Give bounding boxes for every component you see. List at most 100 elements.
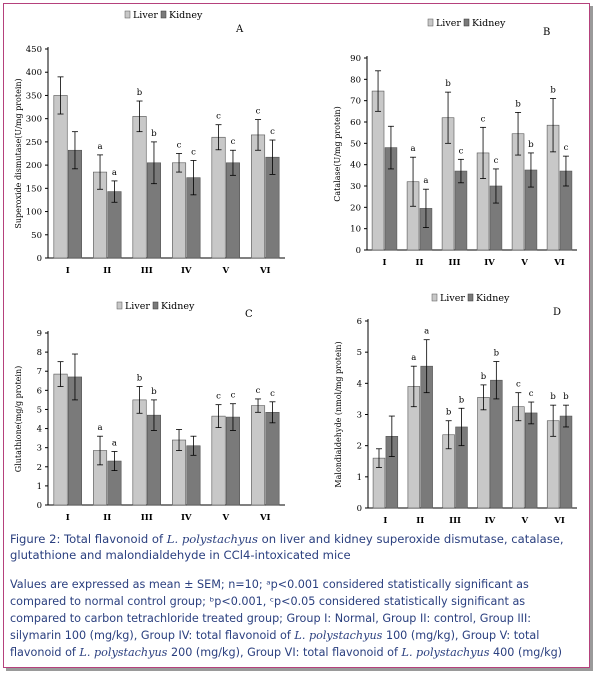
bar-liver <box>53 373 68 506</box>
x-tick-label: II <box>416 516 424 526</box>
y-axis-label: Glutathione(mg/g protein) <box>14 366 23 472</box>
x-tick-label: VI <box>553 258 565 268</box>
note-part4: 400 (mg/kg) <box>489 646 563 659</box>
legend-label-liver: Liver <box>440 293 465 304</box>
y-tick-label: 4 <box>37 425 42 435</box>
significance-label: c <box>216 112 221 122</box>
y-tick-label: 50 <box>31 231 42 241</box>
x-tick-label: I <box>66 266 70 276</box>
legend: Liver Kidney <box>124 10 203 21</box>
legend-label-kidney: Kidney <box>472 18 506 29</box>
bar-liver <box>477 397 490 509</box>
bar-liver <box>512 406 525 509</box>
figure-caption: Figure 2: Total flavonoid of L. polystac… <box>10 531 582 563</box>
y-tick-label: 450 <box>26 45 42 55</box>
note-part1: Values are expressed as mean ± SEM; n=10… <box>10 578 532 642</box>
legend-label-kidney: Kidney <box>161 301 195 312</box>
y-axis-label: Malondialdehyde (nmol/mg protein) <box>334 341 343 487</box>
y-tick-label: 0 <box>357 504 362 514</box>
panel-letter: C <box>245 309 253 320</box>
significance-label: c <box>270 127 275 137</box>
y-tick-label: 60 <box>350 118 361 128</box>
bar-kidney <box>225 162 240 259</box>
y-tick-label: 5 <box>357 348 362 358</box>
significance-label: b <box>550 86 556 96</box>
x-tick-label: VI <box>259 266 271 276</box>
x-tick-label: III <box>141 513 153 523</box>
note-species2: L. polystachyus <box>79 646 168 659</box>
significance-label: b <box>446 408 452 418</box>
significance-label: c <box>564 143 569 153</box>
significance-label: c <box>459 146 464 156</box>
x-tick-label: III <box>449 516 461 526</box>
legend-swatch-kidney <box>160 10 167 19</box>
bar-liver <box>53 95 68 259</box>
x-tick-label: III <box>449 258 461 268</box>
bar-liver <box>132 399 147 506</box>
y-tick-label: 50 <box>350 139 361 149</box>
significance-label: c <box>256 107 261 117</box>
significance-label: c <box>494 156 499 166</box>
caption-prefix: Figure 2: Total flavonoid of <box>10 532 167 546</box>
legend: Liver Kidney <box>116 301 195 312</box>
chart-a: Liver Kidney A 0 50 100 150 200 250 300 350 400 450 S… <box>14 10 285 276</box>
significance-label: a <box>97 142 102 152</box>
significance-label: a <box>424 327 429 337</box>
y-tick-label: 1 <box>357 473 362 483</box>
significance-label: c <box>516 380 521 390</box>
legend-swatch-kidney <box>463 18 470 27</box>
significance-label: c <box>191 147 196 157</box>
significance-label: a <box>112 438 117 448</box>
significance-label: b <box>494 349 500 359</box>
legend-swatch-kidney <box>152 301 159 310</box>
y-tick-label: 8 <box>37 348 42 358</box>
y-tick-label: 350 <box>26 91 42 101</box>
x-tick-label: V <box>520 258 528 268</box>
chart-d: Liver Kidney D 0 1 2 3 4 5 6 Malondialdehyde (nmol… <box>334 293 577 526</box>
y-tick-label: 1 <box>37 482 42 492</box>
y-tick-label: 2 <box>37 463 42 473</box>
y-tick-label: 150 <box>26 184 42 194</box>
x-tick-label: IV <box>181 513 192 523</box>
x-tick-label: III <box>141 266 153 276</box>
y-tick-label: 2 <box>357 442 362 452</box>
significance-label: c <box>177 141 182 151</box>
significance-label: c <box>529 389 534 399</box>
y-tick-label: 40 <box>350 161 361 171</box>
y-tick-label: 10 <box>350 225 361 235</box>
significance-label: c <box>256 386 261 396</box>
x-tick-label: II <box>416 258 424 268</box>
bar-liver <box>251 405 266 506</box>
y-tick-label: 7 <box>37 367 42 377</box>
y-tick-label: 200 <box>26 161 42 171</box>
legend-swatch-liver <box>116 301 123 310</box>
x-tick-label: II <box>103 513 111 523</box>
bar-kidney <box>265 412 280 506</box>
bar-liver <box>211 136 226 259</box>
significance-label: c <box>231 137 236 147</box>
y-tick-label: 80 <box>350 75 361 85</box>
bar-liver <box>371 90 385 251</box>
x-tick-label: V <box>221 513 229 523</box>
significance-label: b <box>137 88 143 98</box>
y-tick-label: 100 <box>26 208 42 218</box>
y-tick-label: 6 <box>37 386 42 396</box>
y-axis-label: Catalase(U/mg protein) <box>333 106 342 201</box>
significance-label: c <box>231 391 236 401</box>
significance-label: a <box>411 144 416 154</box>
figure-frame <box>3 3 590 668</box>
y-tick-label: 70 <box>350 97 361 107</box>
significance-label: b <box>151 387 157 397</box>
significance-label: c <box>270 389 275 399</box>
y-tick-label: 4 <box>357 379 362 389</box>
bar-liver <box>251 134 266 259</box>
significance-label: b <box>445 79 451 89</box>
bar-kidney <box>524 412 538 509</box>
panel-letter: B <box>543 27 550 38</box>
y-tick-label: 0 <box>37 254 42 264</box>
y-tick-label: 250 <box>26 138 42 148</box>
y-tick-label: 0 <box>37 501 42 511</box>
y-tick-label: 3 <box>357 411 362 421</box>
significance-label: b <box>515 99 521 109</box>
y-tick-label: 0 <box>356 246 361 256</box>
